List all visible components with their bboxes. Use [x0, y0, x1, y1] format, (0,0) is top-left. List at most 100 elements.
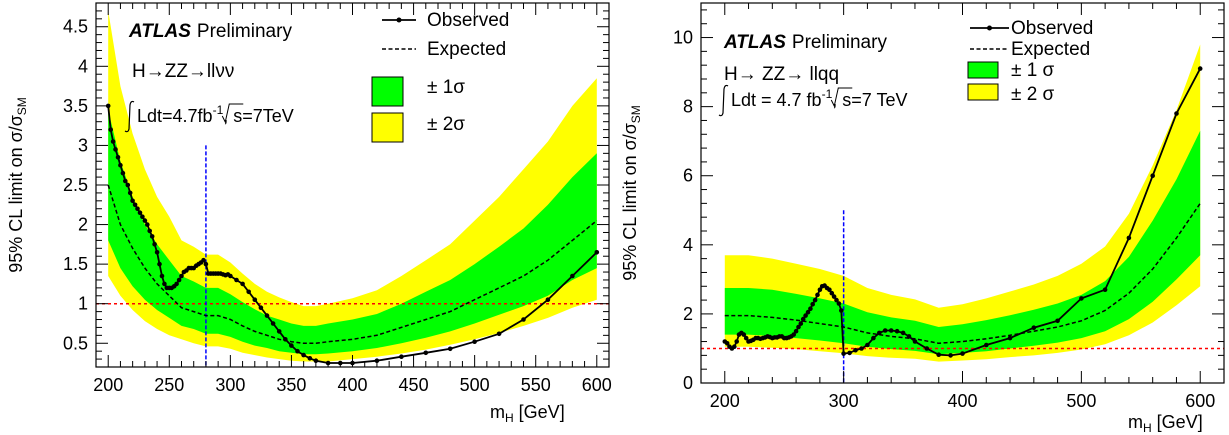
left-observed-point [295, 348, 300, 354]
right-legend-one-sigma-label: ± 1 σ [1011, 60, 1055, 81]
right-x-tick-label: 400 [947, 391, 977, 411]
left-y-tick-label: 4.5 [63, 17, 88, 37]
right-observed-point [853, 347, 858, 353]
right-observed-point [800, 316, 806, 322]
left-observed-point [472, 339, 477, 345]
left-observed-point [159, 273, 165, 279]
right-observed-point [888, 328, 894, 333]
right-observed-point [900, 330, 906, 336]
right-experiment-title: ATLAS Preliminary [723, 32, 887, 53]
left-observed-point [399, 354, 404, 360]
right-observed-point [812, 297, 818, 303]
left-observed-point [130, 198, 135, 204]
right-observed-point [1079, 296, 1084, 301]
left-observed-point [154, 250, 160, 255]
right-observed-point [808, 306, 813, 312]
right-observed-point [810, 301, 815, 307]
left-observed-point [162, 281, 167, 287]
left-observed-point [289, 343, 294, 348]
right-observed-point [1102, 287, 1108, 293]
left-observed-point [123, 178, 128, 184]
left-observed-point [113, 147, 118, 152]
right-observed-point [741, 332, 747, 337]
left-observed-point [157, 261, 162, 267]
right-y-tick-label: 6 [683, 166, 693, 186]
left-observed-point [135, 206, 140, 211]
right-observed-point [793, 328, 799, 334]
left-observed-point [496, 331, 502, 337]
right-observed-point [791, 332, 796, 337]
right-observed-point [817, 287, 823, 293]
left-y-tick-label: 4 [78, 56, 88, 76]
right-y-tick-label: 10 [673, 28, 693, 48]
left-observed-point [115, 155, 121, 160]
left-observed-point [570, 273, 575, 279]
left-y-tick-label: 3.5 [63, 96, 88, 116]
left-observed-point [270, 321, 276, 326]
left-observed-point [149, 234, 155, 239]
left-observed-point [423, 350, 429, 356]
left-y-tick-label: 3 [78, 135, 88, 155]
left-observed-point [176, 277, 182, 283]
right-observed-point [1031, 325, 1037, 331]
left-observed-point [127, 190, 133, 196]
right-observed-point [831, 294, 837, 299]
left-observed-point [301, 352, 306, 358]
right-legend-observed-label: Observed [1011, 18, 1093, 39]
right-observed-point [803, 313, 808, 318]
left-limit-plot-svg: 200 250 300 350 400 450 500 550 600 0.5 1 1.5 2 2.5 3 3… [6, 2, 612, 425]
left-observed-point [283, 337, 288, 342]
right-observed-point [912, 339, 918, 344]
right-observed-point [882, 328, 888, 333]
left-observed-point [145, 222, 150, 227]
left-observed-point [521, 317, 526, 322]
right-legend-observed-marker [987, 25, 992, 31]
right-observed-point [865, 342, 870, 348]
right-observed-point [948, 353, 953, 358]
left-limit-plot: 200 250 300 350 400 450 500 550 600 0.5 1 1.5 2 2.5 3 3… [6, 2, 612, 425]
right-y-tick-label: 0 [683, 373, 693, 393]
left-legend-two-sigma-label: ± 2σ [427, 114, 465, 135]
left-observed-point [105, 103, 111, 109]
left-observed-point [313, 358, 319, 364]
right-observed-point [906, 334, 912, 339]
left-legend-one-sigma-label: ± 1σ [427, 77, 465, 98]
left-x-tick-label: 550 [521, 375, 551, 395]
right-observed-point [1055, 318, 1060, 324]
right-limit-plot-svg: 200 300 400 500 600 0 2 4 6 8 10 95% CL limit on σ/… [620, 2, 1225, 435]
left-observed-point [234, 277, 239, 283]
left-observed-point [137, 210, 143, 215]
left-x-axis-label: mH [GeV] [490, 402, 565, 425]
left-legend-observed-label: Observed [427, 10, 509, 31]
left-observed-point [203, 261, 209, 267]
left-luminosity-label: Ldt=4.7fb-1, s=7TeV [137, 103, 294, 126]
right-observed-point [877, 330, 882, 336]
left-observed-point [108, 127, 113, 132]
right-x-tick-label: 500 [1066, 391, 1096, 411]
right-observed-point [734, 339, 739, 344]
right-process-label: H→ ZZ→ llqq [724, 64, 839, 85]
right-y-tick-label: 8 [683, 97, 693, 117]
left-observed-point [264, 313, 270, 318]
left-observed-point [447, 346, 453, 352]
right-x-tick-label: 600 [1185, 391, 1215, 411]
left-observed-point [118, 162, 123, 168]
left-observed-point [110, 139, 116, 144]
right-observed-point [827, 287, 832, 293]
left-observed-point [147, 228, 152, 234]
right-observed-point [815, 292, 820, 298]
right-observed-point [839, 308, 844, 313]
right-x-tick-label: 300 [829, 391, 859, 411]
left-legend-observed-marker [396, 17, 402, 23]
right-observed-point [724, 341, 730, 346]
left-x-tick-label: 600 [582, 375, 612, 395]
left-observed-point [140, 214, 145, 219]
left-observed-point [307, 356, 313, 361]
left-observed-point [276, 329, 282, 334]
right-observed-point [894, 328, 900, 334]
right-observed-point [1126, 235, 1132, 241]
right-x-tick-label: 200 [710, 391, 740, 411]
right-observed-point [829, 290, 835, 296]
left-legend-one-sigma-swatch [371, 76, 404, 107]
right-expected-line [724, 202, 1201, 345]
